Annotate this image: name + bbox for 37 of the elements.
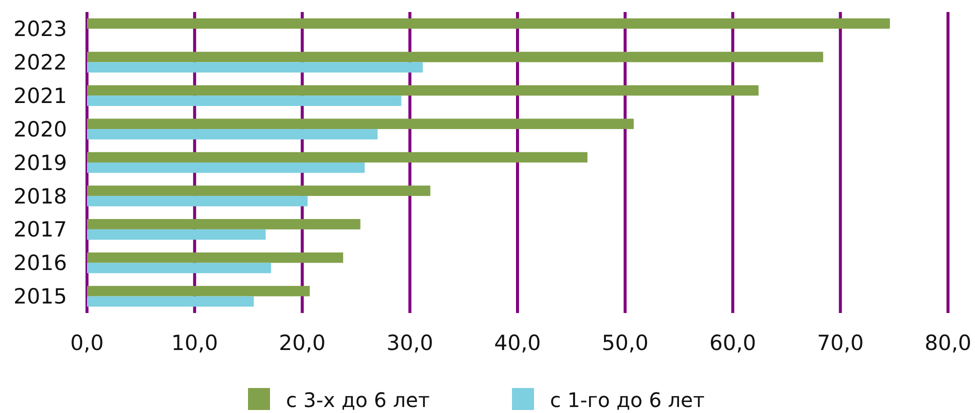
y-tick-label: 2016 [14,251,67,276]
x-tick-label: 30,0 [386,331,434,355]
bar [87,252,344,263]
bar [87,186,430,196]
x-tick-label: 80,0 [924,331,972,355]
bar [87,96,402,106]
y-tick-label: 2019 [14,150,67,175]
bar [87,219,360,230]
y-tick-label: 2015 [14,284,67,309]
bar [87,129,378,140]
bar [87,296,254,307]
x-tick-label: 60,0 [709,331,756,355]
bar [87,118,634,130]
bar [87,162,365,173]
x-tick-label: 40,0 [494,331,541,355]
legend-label: с 1-го до 6 лет [550,388,705,412]
bar [87,152,588,162]
bar [87,229,266,240]
x-tick-label: 10,0 [171,331,218,355]
bar [87,196,308,206]
y-tick-label: 2020 [14,117,67,142]
bar [87,85,759,96]
y-tick-label: 2022 [14,50,67,75]
x-tick-label: 0,0 [70,331,104,355]
bar [87,62,423,73]
bar [87,52,824,62]
y-tick-label: 2018 [14,184,67,208]
legend-label: с 3-х до 6 лет [286,388,430,412]
bar [87,18,890,29]
y-tick-label: 2017 [14,218,67,242]
x-tick-label: 70,0 [816,331,864,355]
y-tick-label: 2021 [14,84,67,108]
x-tick-label: 50,0 [602,331,649,355]
bar [87,286,310,296]
y-tick-label: 2023 [14,17,67,42]
x-tick-label: 20,0 [278,331,326,355]
bar [87,262,272,274]
